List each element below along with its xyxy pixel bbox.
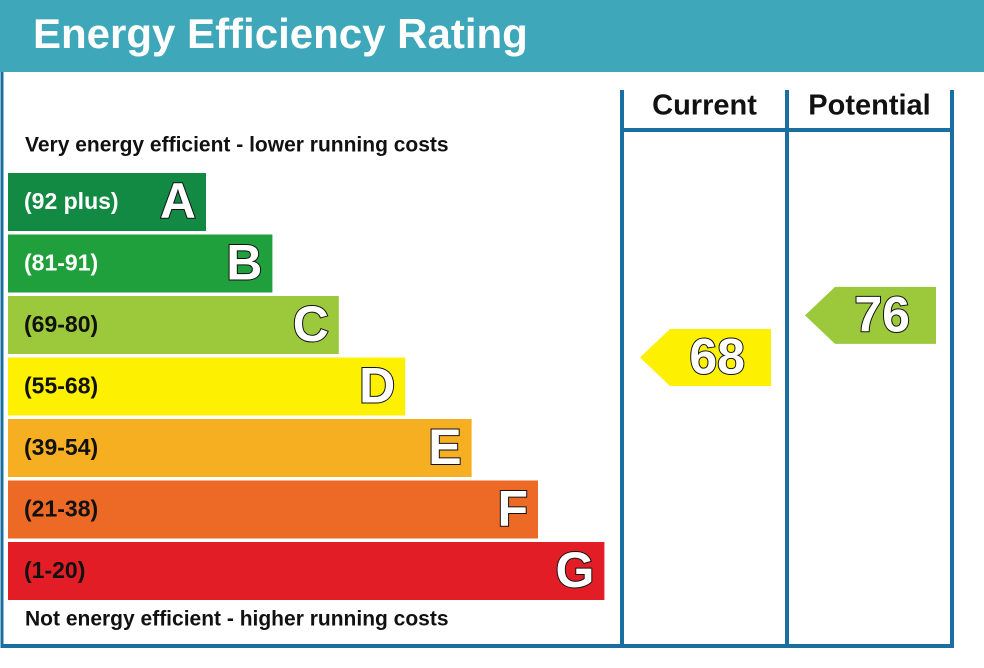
- band: [8, 480, 538, 539]
- band-letter: D: [359, 358, 395, 414]
- band-range: (69-80): [24, 311, 98, 337]
- band-range: (55-68): [24, 373, 98, 399]
- title: Energy Efficiency Rating: [33, 10, 528, 57]
- rating-arrow: [640, 329, 771, 386]
- title-bar: [0, 0, 984, 72]
- band-letter: F: [497, 481, 528, 537]
- band: [8, 419, 472, 477]
- rating-value: 68: [689, 329, 745, 385]
- band: [8, 542, 605, 600]
- band-letter: C: [293, 296, 329, 352]
- band-letter: E: [428, 419, 461, 475]
- band-range: (92 plus): [24, 188, 119, 214]
- band: [8, 173, 206, 231]
- band: [8, 296, 339, 354]
- band-range: (21-38): [24, 496, 98, 522]
- band: [8, 234, 273, 293]
- band-range: (81-91): [24, 250, 98, 276]
- band: [8, 357, 406, 416]
- column-header: Current: [652, 90, 757, 122]
- column-header: Potential: [808, 90, 930, 122]
- band-letter: B: [226, 235, 262, 291]
- rating-value: 76: [854, 287, 910, 343]
- band-letter: A: [160, 173, 196, 229]
- band-range: (39-54): [24, 434, 98, 460]
- band-range: (1-20): [24, 557, 85, 583]
- top-note: Very energy efficient - lower running co…: [25, 134, 449, 157]
- band-letter: G: [555, 542, 594, 598]
- bottom-note: Not energy efficient - higher running co…: [25, 608, 449, 631]
- rating-arrow: [805, 286, 936, 344]
